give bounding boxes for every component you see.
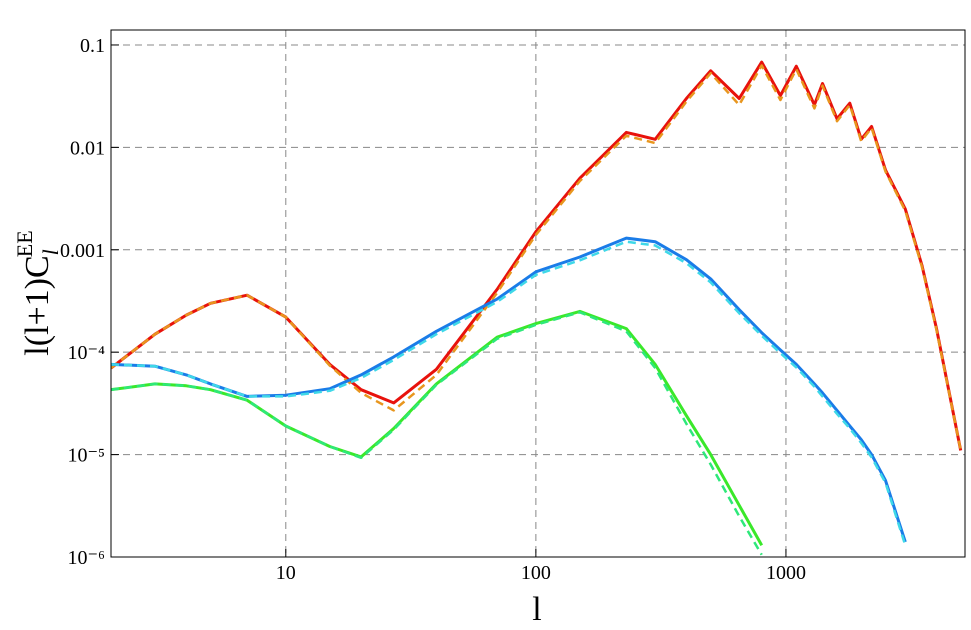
- y-tick-label: 0.01: [70, 137, 105, 159]
- x-axis-label: l: [532, 591, 541, 628]
- x-tick-label: 100: [521, 562, 551, 584]
- y-tick-label: 0.001: [60, 240, 105, 262]
- plot-frame: [110, 29, 966, 558]
- series-line: [111, 64, 962, 451]
- series-line: [111, 311, 763, 556]
- y-label-sub: l: [38, 249, 63, 255]
- y-label-main: l(l+1)C: [19, 255, 56, 355]
- y-tick-label: 10⁻⁶: [67, 547, 105, 569]
- series-line: [111, 240, 907, 546]
- y-axis-label: l(l+1)ClEE: [12, 230, 63, 355]
- x-tick-label: 10: [276, 562, 296, 584]
- y-tick-label: 10⁻⁴: [67, 342, 105, 364]
- series-line: [111, 236, 907, 543]
- y-label-sup: EE: [12, 230, 37, 257]
- series-line: [111, 309, 764, 547]
- x-tick-label: 1000: [766, 562, 806, 584]
- y-tick-label: 0.1: [80, 35, 105, 57]
- y-tick-label: 10⁻⁵: [67, 445, 105, 467]
